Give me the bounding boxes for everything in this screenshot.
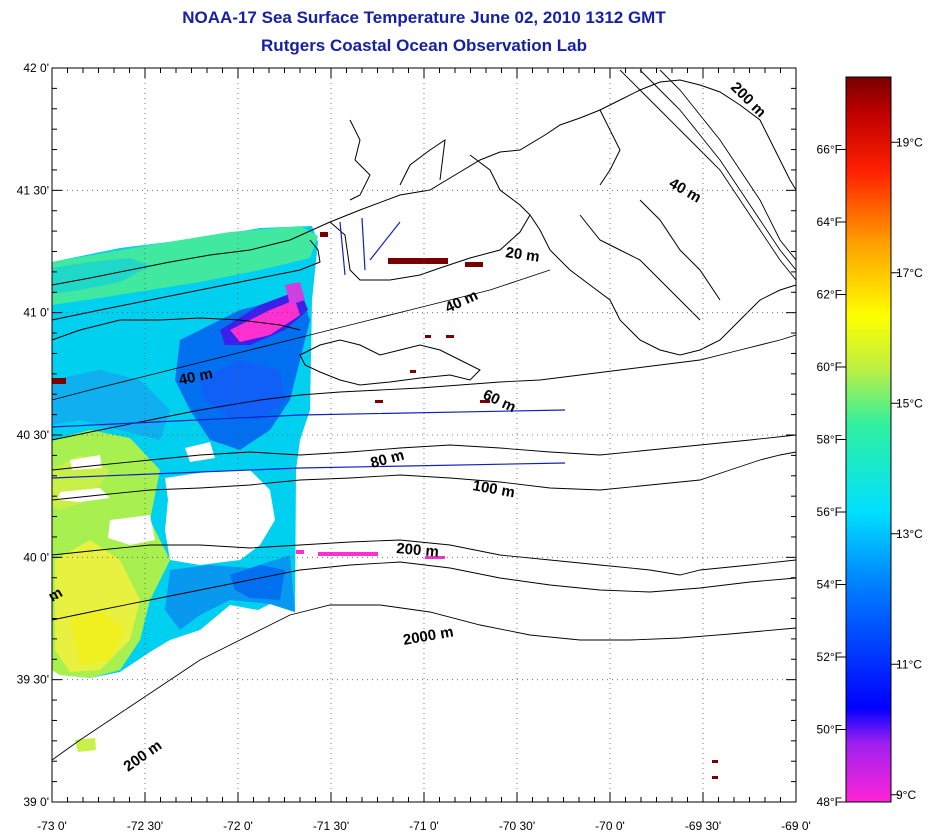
lon-tick-label: -72 30' [127,819,163,833]
bathymetry-contours [51,69,797,761]
lon-tick-label: -71 30' [313,819,349,833]
colorbar-label-f: 50°F [817,723,842,737]
contour-label-40m-b: 40 m [177,365,214,389]
colorbar-label-c: 13°C [896,527,923,541]
contour-label-200m-b: 200 m [121,737,166,775]
lat-tick-label: 39 0' [23,795,49,809]
map-frame [51,67,797,803]
lat-tick-label: 41 30' [17,183,49,197]
lon-tick-label: -69 0' [781,819,811,833]
colorbar-label-c: 9°C [896,788,916,802]
lat-tick-label: 40 0' [23,550,49,564]
map-grid: 42 0' 41 30' 41 0' 40 30' 40 0' 39 30' 39 0' -7… [17,61,811,833]
lat-tick-label: 42 0' [23,61,49,75]
colorbar-label-f: 48°F [817,795,842,809]
lon-tick-label: -71 0' [409,819,439,833]
colorbar: 66°F 64°F 62°F 60°F 58°F 56°F 54°F 52°F 50°F 48°F… [817,76,924,809]
contour-label-40m-a: 40 m [443,287,481,317]
transect-lines [51,217,566,479]
colorbar-label-f: 60°F [817,360,842,374]
contour-label-40m-c: 40 m [666,175,704,207]
colorbar-label-f: 52°F [817,650,842,664]
colorbar-label-c: 11°C [896,657,922,671]
contour-label-2000m: 2000 m [402,623,455,649]
colorbar-label-c: 17°C [896,266,923,280]
colorbar-label-f: 54°F [817,578,842,592]
colorbar-label-f: 58°F [817,433,842,447]
data-artifacts [52,232,718,779]
colorbar-labels: 66°F 64°F 62°F 60°F 58°F 56°F 54°F 52°F 50°F 48°F… [817,135,924,809]
lon-tick-label: -72 0' [223,819,253,833]
map-subtitle: Rutgers Coastal Ocean Observation Lab [261,36,587,55]
lat-tick-label: 39 30' [17,673,49,687]
lon-tick-label: -73 0' [37,819,67,833]
colorbar-label-c: 19°C [896,135,923,149]
lon-tick-label: -69 30' [685,819,721,833]
colorbar-label-f: 66°F [817,143,842,157]
contour-label-20m: 20 m [504,244,540,266]
contour-label-200m-a: 200 m [396,540,440,561]
colorbar-gradient [846,77,891,802]
coastline [51,79,797,386]
colorbar-label-c: 15°C [896,396,923,410]
colorbar-label-f: 62°F [817,288,842,302]
map-title: NOAA-17 Sea Surface Temperature June 02,… [182,8,666,27]
lat-tick-label: 41 0' [23,306,49,320]
contour-label-100m: 100 m [471,477,516,501]
lon-tick-label: -70 0' [595,819,625,833]
contour-label-200m-c: 200 m [727,79,769,121]
colorbar-label-f: 56°F [817,505,842,519]
colorbar-label-f: 64°F [817,215,842,229]
sst-data-field [52,226,318,752]
lon-tick-label: -70 30' [499,819,535,833]
lat-tick-label: 40 30' [17,428,49,442]
